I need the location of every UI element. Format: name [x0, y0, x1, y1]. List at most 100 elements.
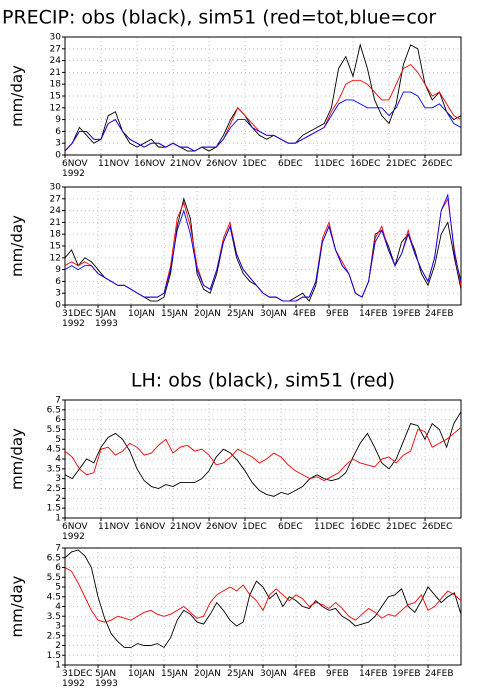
y-tick-label: 12: [50, 103, 61, 113]
y-tick-label: 5: [55, 583, 61, 593]
series-line: [64, 91, 462, 152]
x-tick-label: 24FEB: [425, 669, 454, 679]
y-tick-label: 4: [55, 455, 61, 465]
x-tick-label: 6NOV: [62, 159, 88, 169]
year-label: 1993: [95, 319, 118, 329]
y-tick-label: 3: [55, 622, 61, 632]
x-tick-label: 4FEB: [293, 669, 316, 679]
y-tick-label: 7: [55, 544, 61, 554]
x-tick-label: 19FEB: [392, 669, 421, 679]
x-tick-label: 1DEC: [242, 159, 267, 169]
x-tick-label: 4FEB: [293, 309, 316, 319]
y-axis-label: mm/day: [8, 575, 26, 637]
x-tick-label: 9FEB: [326, 309, 349, 319]
x-tick-label: 6DEC: [278, 522, 303, 532]
x-tick-label: 19FEB: [392, 309, 421, 319]
y-tick-label: 5.5: [47, 425, 61, 435]
plot-frame: [64, 36, 462, 156]
y-tick-label: 24: [50, 56, 62, 66]
y-tick-label: 3: [55, 289, 61, 299]
x-tick-label: 20JAN: [194, 669, 221, 679]
series-line: [64, 549, 462, 649]
y-axis-label: mm/day: [8, 65, 26, 127]
series-line: [64, 43, 462, 152]
series-line: [64, 567, 462, 623]
y-tick-label: 1: [55, 661, 61, 671]
y-tick-label: 18: [50, 80, 62, 90]
x-tick-label: 31DEC: [62, 309, 92, 319]
x-tick-label: 16NOV: [134, 522, 166, 532]
x-tick-label: 16NOV: [134, 159, 166, 169]
x-tick-label: 16DEC: [350, 522, 380, 532]
plot-frame: [64, 547, 462, 666]
chart-title: LH: obs (black), sim51 (red): [131, 370, 395, 392]
x-tick-label: 5JAN: [95, 669, 116, 679]
y-tick-label: 4.5: [47, 592, 61, 602]
x-tick-label: 11NOV: [98, 159, 130, 169]
y-tick-label: 27: [50, 44, 61, 54]
plot-frame: [64, 399, 462, 519]
y-tick-label: 3: [55, 474, 61, 484]
y-tick-label: 5.5: [47, 573, 61, 583]
y-tick-label: 6: [55, 277, 61, 287]
x-tick-label: 16DEC: [350, 159, 380, 169]
series-line: [64, 427, 462, 482]
y-tick-label: 27: [50, 194, 61, 204]
x-tick-label: 10JAN: [128, 669, 155, 679]
y-tick-label: 5: [55, 435, 61, 445]
y-tick-label: 21: [50, 68, 61, 78]
plot-frame: [64, 186, 462, 306]
y-tick-label: 3.5: [47, 612, 61, 622]
x-tick-label: 25JAN: [227, 309, 254, 319]
x-tick-label: 11DEC: [314, 522, 344, 532]
year-label: 1992: [62, 679, 85, 689]
y-tick-label: 0: [55, 301, 61, 311]
y-tick-label: 21: [50, 218, 61, 228]
y-axis-label: mm/day: [8, 428, 26, 490]
series-line: [64, 411, 462, 497]
y-tick-label: 2.5: [47, 484, 61, 494]
x-tick-label: 30JAN: [260, 309, 287, 319]
x-tick-label: 21NOV: [170, 159, 202, 169]
x-tick-label: 15JAN: [161, 669, 188, 679]
x-tick-label: 26DEC: [422, 522, 452, 532]
y-tick-label: 2: [55, 494, 61, 504]
y-axis-label: mm/day: [8, 215, 26, 277]
y-tick-label: 0: [55, 151, 61, 161]
series-line: [64, 193, 462, 302]
x-tick-label: 24FEB: [425, 309, 454, 319]
x-tick-label: 11NOV: [98, 522, 130, 532]
y-tick-label: 6: [55, 563, 61, 573]
x-tick-label: 6NOV: [62, 522, 88, 532]
y-tick-label: 6.5: [47, 553, 61, 563]
x-tick-label: 30JAN: [260, 669, 287, 679]
year-label: 1993: [95, 679, 118, 689]
chart-title: PRECIP: obs (black), sim51 (red=tot,blue…: [2, 7, 436, 29]
y-tick-label: 18: [50, 230, 62, 240]
x-tick-label: 21DEC: [386, 522, 416, 532]
x-tick-label: 5JAN: [95, 309, 116, 319]
x-tick-label: 20JAN: [194, 309, 221, 319]
y-tick-label: 15: [50, 92, 61, 102]
x-tick-label: 10JAN: [128, 309, 155, 319]
y-tick-label: 3.5: [47, 464, 61, 474]
y-tick-label: 6: [55, 127, 61, 137]
x-tick-label: 26DEC: [422, 159, 452, 169]
y-tick-label: 9: [55, 115, 61, 125]
x-tick-label: 9FEB: [326, 669, 349, 679]
x-tick-label: 26NOV: [206, 522, 238, 532]
x-tick-label: 21DEC: [386, 159, 416, 169]
x-tick-label: 6DEC: [278, 159, 303, 169]
y-tick-label: 4: [55, 602, 61, 612]
year-label: 1992: [62, 532, 85, 542]
y-tick-label: 4.5: [47, 445, 61, 455]
y-tick-label: 6.5: [47, 405, 61, 415]
y-tick-label: 7: [55, 396, 61, 406]
y-tick-label: 6: [55, 415, 61, 425]
x-tick-label: 15JAN: [161, 309, 188, 319]
year-label: 1992: [62, 169, 85, 179]
y-tick-label: 3: [55, 139, 61, 149]
y-tick-label: 2.5: [47, 631, 61, 641]
